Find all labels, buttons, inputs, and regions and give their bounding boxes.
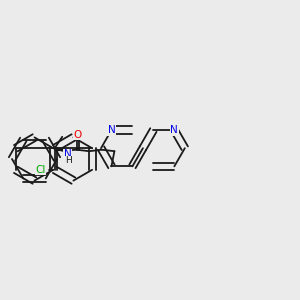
Text: N: N [64, 149, 71, 159]
Text: N: N [108, 125, 116, 135]
Text: H: H [65, 156, 72, 165]
Text: O: O [74, 130, 82, 140]
Text: N: N [170, 125, 178, 135]
Text: Cl: Cl [35, 165, 46, 175]
